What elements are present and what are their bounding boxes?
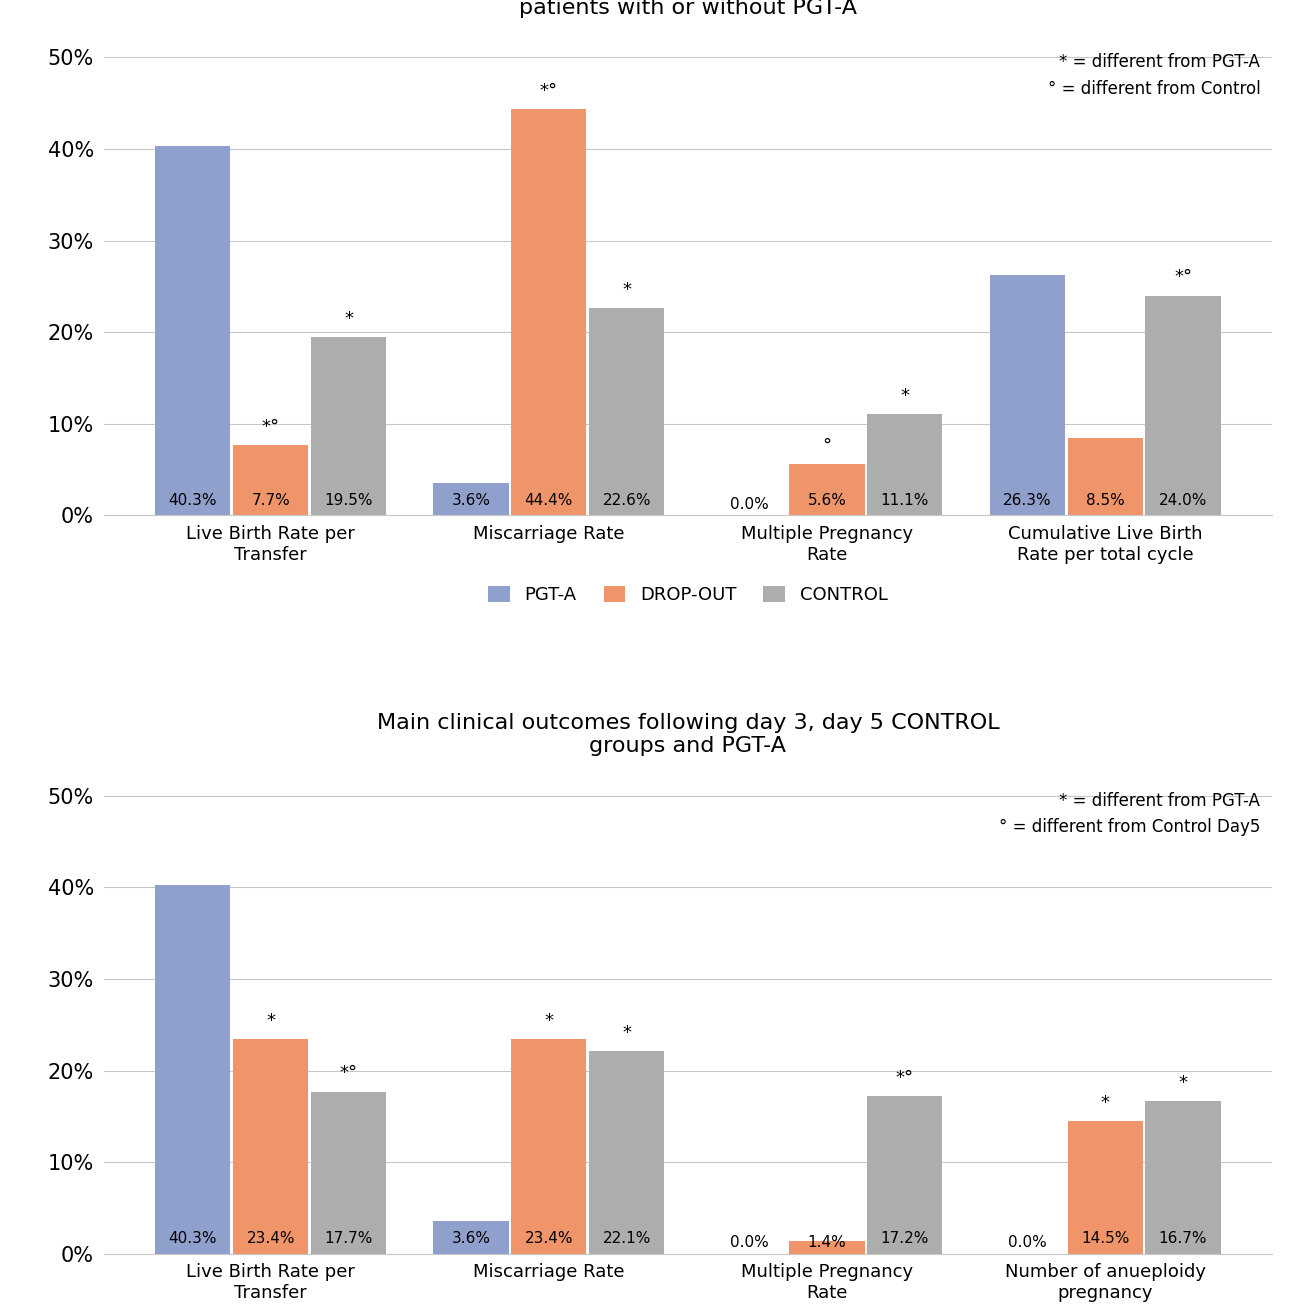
Text: *°: *° — [896, 1070, 914, 1087]
Bar — [156, 146, 231, 516]
Bar — [1067, 1121, 1142, 1254]
Text: 23.4%: 23.4% — [524, 1232, 574, 1246]
Title: Clinical outcomes of IVF cycles in advanced maternal age
patients with or withou: Clinical outcomes of IVF cycles in advan… — [366, 0, 1010, 18]
Text: *: * — [901, 387, 910, 405]
Text: * = different from PGT-A
° = different from Control Day5: * = different from PGT-A ° = different f… — [999, 791, 1260, 836]
Text: *°: *° — [1173, 269, 1192, 286]
Text: 0.0%: 0.0% — [1009, 1235, 1046, 1250]
Title: Main clinical outcomes following day 3, day 5 CONTROL
groups and PGT-A: Main clinical outcomes following day 3, … — [376, 713, 999, 756]
Bar — [312, 1092, 387, 1254]
Text: 14.5%: 14.5% — [1081, 1232, 1129, 1246]
Text: 11.1%: 11.1% — [881, 494, 929, 508]
Bar — [434, 1221, 509, 1254]
Text: *°: *° — [262, 418, 280, 436]
Text: 22.1%: 22.1% — [602, 1232, 650, 1246]
Text: 0.0%: 0.0% — [729, 1235, 768, 1250]
Text: 3.6%: 3.6% — [452, 494, 491, 508]
Text: *: * — [544, 1012, 553, 1030]
Text: 40.3%: 40.3% — [169, 1232, 217, 1246]
Text: °: ° — [823, 438, 832, 454]
Text: 24.0%: 24.0% — [1159, 494, 1207, 508]
Text: 23.4%: 23.4% — [247, 1232, 295, 1246]
Bar — [1067, 438, 1142, 516]
Bar — [312, 337, 387, 516]
Text: *: * — [1179, 1074, 1188, 1092]
Text: 40.3%: 40.3% — [169, 494, 217, 508]
Text: * = different from PGT-A
° = different from Control: * = different from PGT-A ° = different f… — [1047, 54, 1260, 98]
Text: 8.5%: 8.5% — [1086, 494, 1124, 508]
Text: 44.4%: 44.4% — [524, 494, 572, 508]
Text: *: * — [266, 1012, 275, 1030]
Text: *°: *° — [340, 1064, 358, 1083]
Text: *: * — [344, 310, 353, 328]
Bar — [234, 1040, 309, 1254]
Text: *: * — [622, 1024, 631, 1042]
Bar — [789, 1241, 864, 1254]
Bar — [789, 464, 864, 516]
Bar — [867, 414, 942, 516]
Text: *°: *° — [540, 82, 558, 99]
Text: 16.7%: 16.7% — [1159, 1232, 1207, 1246]
Bar — [589, 308, 665, 516]
Text: 17.7%: 17.7% — [324, 1232, 373, 1246]
Text: 5.6%: 5.6% — [807, 494, 846, 508]
Bar — [1146, 295, 1220, 516]
Text: 1.4%: 1.4% — [807, 1235, 846, 1250]
Bar — [511, 1040, 587, 1254]
Bar — [1146, 1101, 1220, 1254]
Bar — [867, 1096, 942, 1254]
Text: 7.7%: 7.7% — [252, 494, 289, 508]
Text: 26.3%: 26.3% — [1003, 494, 1051, 508]
Text: 17.2%: 17.2% — [881, 1232, 929, 1246]
Legend: PGT-A, DROP-OUT, CONTROL: PGT-A, DROP-OUT, CONTROL — [482, 579, 894, 611]
Bar — [156, 884, 231, 1254]
Text: *: * — [1101, 1094, 1110, 1111]
Bar — [989, 274, 1064, 516]
Bar — [234, 445, 309, 516]
Text: 22.6%: 22.6% — [602, 494, 652, 508]
Text: 3.6%: 3.6% — [452, 1232, 491, 1246]
Text: 0.0%: 0.0% — [729, 496, 768, 512]
Bar — [589, 1051, 665, 1254]
Text: 19.5%: 19.5% — [324, 494, 373, 508]
Bar — [511, 108, 587, 516]
Text: *: * — [622, 281, 631, 299]
Bar — [434, 482, 509, 516]
